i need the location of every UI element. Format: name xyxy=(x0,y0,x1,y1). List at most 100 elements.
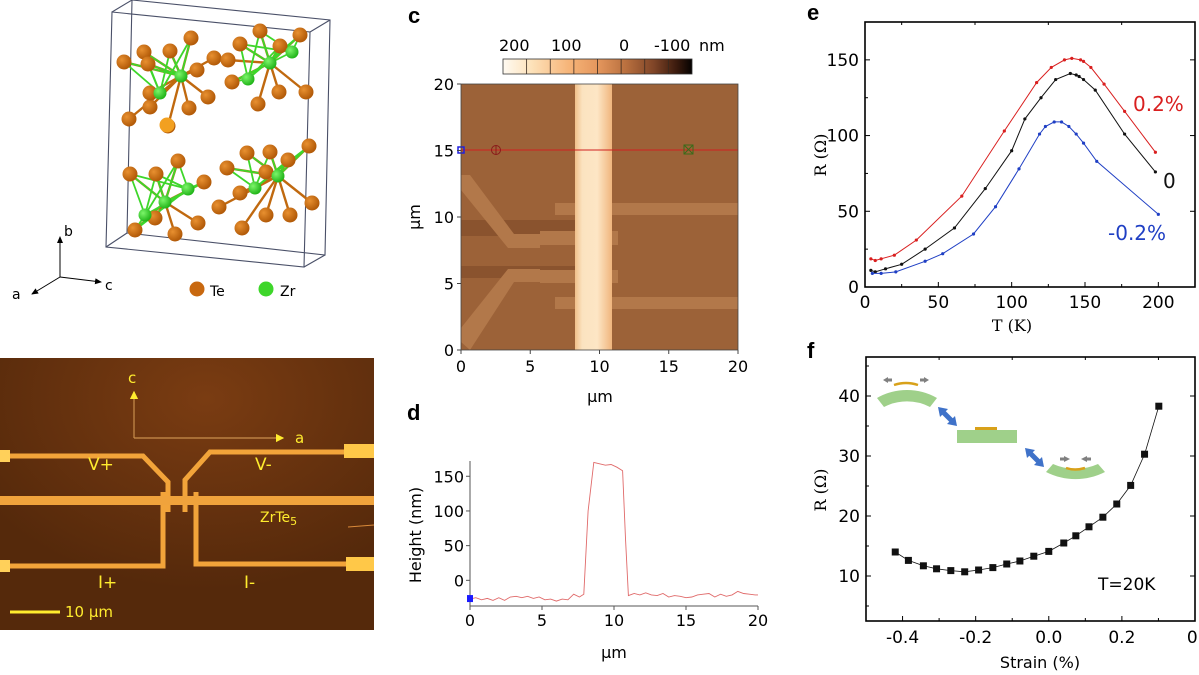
te-atom xyxy=(232,36,248,52)
te-atom xyxy=(301,138,317,154)
zr-bond xyxy=(129,173,189,190)
i-plus-trace xyxy=(0,492,166,569)
x-tick-label: 0.0 xyxy=(1035,628,1062,648)
data-point xyxy=(1074,132,1078,136)
data-point xyxy=(1017,167,1021,171)
series-line-0 xyxy=(894,406,1160,573)
data-point xyxy=(1037,132,1042,136)
data-point xyxy=(1030,552,1038,560)
data-point xyxy=(989,564,997,572)
panel-e-resistance-temperature: e 0 50 100 150 200 0 50 100 150 T (K) R (Ω) 0.2%… xyxy=(807,0,1196,335)
a-axis-arrow xyxy=(31,276,61,295)
x-tick-label: 5 xyxy=(537,611,547,630)
data-point xyxy=(904,556,912,564)
colorbar-tick-minus100: -100 xyxy=(654,36,690,55)
data-point xyxy=(879,271,883,275)
zr-bond xyxy=(134,188,189,231)
data-point xyxy=(1049,65,1053,70)
pad-right-bottom xyxy=(346,557,374,571)
afm-x-label: µm xyxy=(587,387,613,406)
panel-c-afm-map: c 200 100 0 -100 nm xyxy=(405,3,748,406)
data-point xyxy=(891,548,899,556)
series-label-minus0.2: -0.2% xyxy=(1108,221,1166,245)
data-point xyxy=(993,205,998,209)
height-profile-chart: 0 5 10 15 20 0 50 100 150 xyxy=(433,461,768,630)
zr-atom xyxy=(271,169,285,183)
data-point xyxy=(1070,56,1074,60)
afm-x-tick-label: 10 xyxy=(589,357,609,376)
data-point xyxy=(1074,73,1078,77)
data-point xyxy=(1060,539,1068,547)
te-atom xyxy=(211,199,227,215)
te-atom xyxy=(250,96,266,112)
y-tick-label: 40 xyxy=(838,387,860,407)
sample-on-concave xyxy=(1065,466,1086,471)
data-point xyxy=(1095,159,1099,163)
colorbar-tick-100: 100 xyxy=(551,36,582,55)
data-point xyxy=(1054,77,1058,82)
data-point xyxy=(1102,82,1106,86)
afm-y-label: µm xyxy=(405,204,424,230)
zr-atom xyxy=(153,86,167,100)
y-tick-label: 10 xyxy=(838,567,860,587)
data-point xyxy=(941,252,945,256)
f-x-label: Strain (%) xyxy=(1000,653,1080,672)
flake-fragment xyxy=(347,524,375,528)
zr-atom xyxy=(174,69,188,83)
te-atom xyxy=(167,226,183,242)
data-point xyxy=(961,568,969,576)
data-point xyxy=(1141,450,1149,458)
data-point xyxy=(975,566,983,574)
data-point xyxy=(900,262,904,266)
te-atom xyxy=(298,84,314,100)
data-point xyxy=(1155,402,1163,410)
te-legend-label: Te xyxy=(209,284,225,300)
panel-f-resistance-strain: f -0.4 -0.2 0.0 0.2 0. 10 20 30 40 Strain (%) R … xyxy=(807,338,1199,672)
data-point xyxy=(883,267,888,271)
f-y-label: R (Ω) xyxy=(811,469,830,512)
afm-scan-image xyxy=(457,84,738,350)
pad-left-bottom xyxy=(0,560,10,572)
data-point xyxy=(869,268,873,272)
te-atom xyxy=(121,111,137,127)
c-axis-arrow xyxy=(59,276,102,285)
te-atom xyxy=(282,207,298,223)
data-point xyxy=(1093,88,1097,92)
data-point xyxy=(1039,96,1043,100)
series-label-0: 0 xyxy=(1163,169,1176,193)
x-tick-label: 10 xyxy=(604,611,624,630)
afm-x-tick-label: 20 xyxy=(728,357,748,376)
scale-bar-label: 10 µm xyxy=(65,603,113,621)
zr-bond xyxy=(231,51,293,83)
force-arrow-left-head xyxy=(883,377,888,383)
te-atom xyxy=(292,27,308,43)
atoms xyxy=(116,23,320,242)
data-point xyxy=(1153,150,1157,154)
colorbar-tick-0: 0 xyxy=(619,36,629,55)
data-point xyxy=(983,186,987,191)
x-tick-label: 100 xyxy=(995,293,1027,313)
afm-x-tick-label: 0 xyxy=(456,357,466,376)
zr-atom xyxy=(248,181,262,195)
te-atom xyxy=(116,54,132,70)
data-point xyxy=(1079,58,1083,62)
afm-axes: 0 5 10 15 20 0 5 10 15 20 xyxy=(434,75,749,376)
afm-y-tick-label: 15 xyxy=(434,142,454,161)
e-x-label: T (K) xyxy=(992,316,1032,335)
te-atom xyxy=(252,23,268,39)
zr-bond xyxy=(247,30,261,80)
sample-on-flat xyxy=(975,427,997,430)
zr-atom xyxy=(181,182,195,196)
afm-y-tick-label: 5 xyxy=(444,275,454,294)
substrate-convex xyxy=(877,389,937,407)
data-point xyxy=(1052,120,1056,124)
panel-a-crystal-structure: b c a Te Zr xyxy=(12,0,331,303)
x-tick-label: 0.2 xyxy=(1108,628,1135,648)
te-legend-swatch xyxy=(189,281,205,297)
substrate-flat xyxy=(957,430,1017,443)
plot-frame xyxy=(865,356,1196,622)
data-point xyxy=(870,271,874,275)
data-point xyxy=(1023,117,1027,121)
data-point xyxy=(879,257,883,261)
te-atom xyxy=(304,195,320,211)
